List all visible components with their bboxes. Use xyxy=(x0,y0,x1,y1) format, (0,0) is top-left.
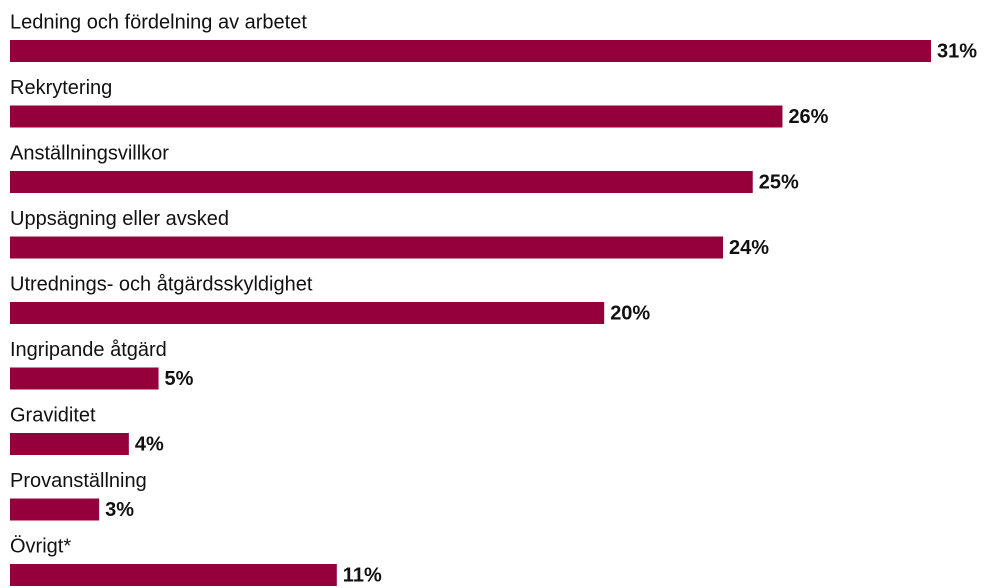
category-label: Ledning och fördelning av arbetet xyxy=(10,11,307,33)
category-label: Uppsägning eller avsked xyxy=(10,208,229,230)
bar xyxy=(10,564,337,586)
bar xyxy=(10,433,129,455)
value-label: 26% xyxy=(788,106,828,128)
bar xyxy=(10,236,724,259)
bar xyxy=(10,302,605,324)
value-label: 25% xyxy=(759,171,799,193)
bar xyxy=(10,171,753,193)
bar xyxy=(10,40,931,62)
category-label: Provanställning xyxy=(10,470,147,492)
bar xyxy=(10,105,783,128)
value-label: 4% xyxy=(135,433,164,455)
bar xyxy=(10,498,100,521)
category-label: Rekrytering xyxy=(10,77,112,99)
value-label: 24% xyxy=(729,237,769,259)
value-label: 3% xyxy=(105,499,134,521)
bar xyxy=(10,367,159,390)
category-label: Graviditet xyxy=(10,404,96,426)
category-label: Utrednings- och åtgärdsskyldighet xyxy=(10,273,313,295)
category-label: Övrigt* xyxy=(10,535,71,557)
category-label: Ingripande åtgärd xyxy=(10,339,167,361)
value-label: 11% xyxy=(343,564,382,586)
value-label: 20% xyxy=(610,302,650,324)
value-label: 5% xyxy=(165,368,194,390)
value-label: 31% xyxy=(937,40,977,62)
category-label: Anställningsvillkor xyxy=(10,142,169,164)
